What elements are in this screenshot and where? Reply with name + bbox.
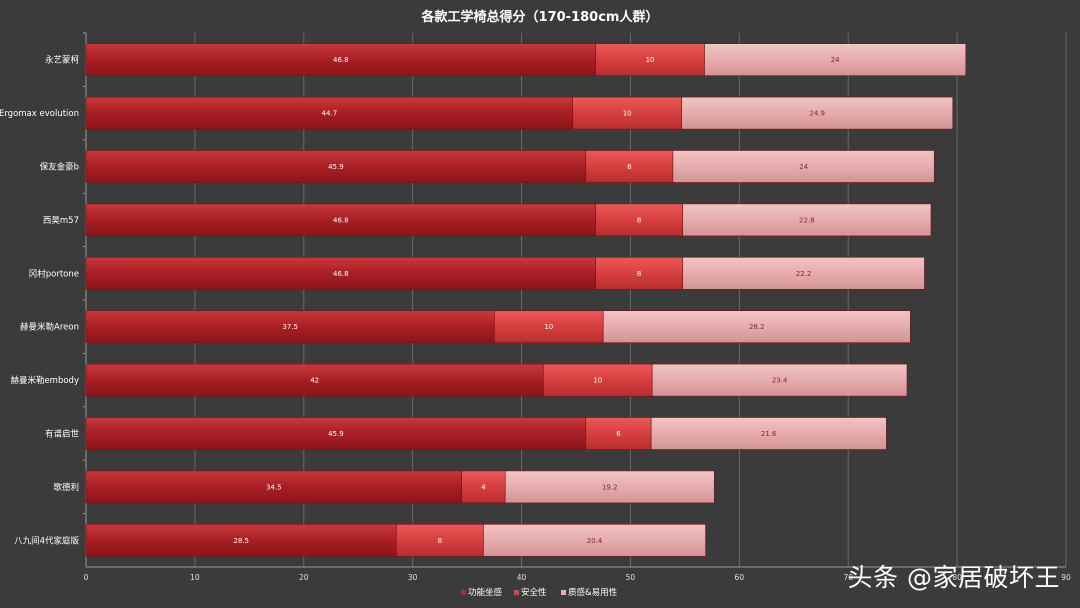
bar-segment (572, 96, 682, 130)
category-label: 永艺蒙柯 (45, 55, 80, 66)
data-label: 37.5 (282, 323, 298, 331)
category-label: 冈村portone (29, 268, 79, 279)
legend: 功能坐感 安全性 质感&易用性 (461, 587, 618, 598)
data-label: 8 (637, 216, 641, 224)
legend-label: 质感&易用性 (568, 587, 618, 598)
bar-segment (672, 150, 935, 183)
category-label: Ergomax evolution (0, 109, 79, 119)
data-label: 8 (637, 270, 641, 278)
data-label: 34.5 (266, 483, 282, 491)
watermark: 头条 @家居破坏王 (847, 563, 1060, 592)
category-labels: 永艺蒙柯 Ergomax evolution 保友金豪b 西昊m57 冈村portone… (0, 32, 86, 546)
data-label: 22.2 (796, 270, 812, 278)
data-label: 44.7 (322, 110, 338, 118)
bar-segment (461, 470, 506, 504)
legend-swatch (461, 590, 466, 595)
data-label: 24.9 (809, 110, 825, 118)
bar-segment (85, 310, 495, 344)
legend-swatch (514, 590, 519, 595)
bar-segment (85, 256, 596, 290)
bar-segment (85, 363, 544, 397)
category-label: 有谱启世 (45, 429, 80, 440)
data-label: 24 (831, 56, 840, 64)
x-tick-label: 20 (299, 573, 309, 582)
bar-labels: 46.8 10 24 44.7 10 24.9 45.9 8 24 46.8 8 22.8 46.8 8 2… (233, 56, 840, 545)
x-tick-labels: 0 10 20 30 40 50 60 70 80 90 (84, 573, 1071, 582)
x-tick-label: 0 (84, 573, 89, 582)
data-label: 10 (544, 323, 553, 331)
bar-segment (85, 96, 574, 130)
x-tick-label: 60 (735, 573, 745, 582)
legend-label: 安全性 (521, 587, 547, 598)
data-label: 21.6 (761, 430, 777, 438)
bars (85, 43, 967, 557)
bar-segment (682, 203, 932, 237)
data-label: 10 (646, 56, 655, 64)
data-label: 42 (310, 377, 319, 385)
bar-segment (682, 256, 925, 290)
bar-segment (651, 363, 908, 397)
bar-segment (595, 43, 705, 77)
category-label: 保友金豪b (40, 162, 79, 173)
legend-label: 功能坐感 (468, 587, 503, 598)
bar-segment (585, 417, 652, 450)
data-label: 45.9 (328, 163, 344, 171)
bar-segment (85, 203, 596, 237)
data-label: 8 (627, 163, 631, 171)
bar-segment (595, 256, 684, 290)
data-label: 19.2 (602, 483, 618, 491)
data-label: 10 (593, 377, 602, 385)
data-label: 24 (799, 163, 808, 171)
bar-segment (704, 43, 967, 77)
bar-segment (85, 43, 596, 77)
category-label: 西昊m57 (43, 216, 79, 226)
data-label: 8 (438, 537, 442, 545)
data-label: 10 (623, 110, 632, 118)
bar-segment (543, 363, 653, 397)
category-label: 歌德利 (53, 482, 79, 493)
data-label: 22.8 (799, 216, 815, 224)
bar-segment (85, 417, 587, 450)
category-label: 八九间4代家庭版 (14, 535, 79, 546)
x-tick-label: 10 (190, 573, 200, 582)
data-label: 4 (481, 483, 486, 491)
bar-segment (681, 96, 954, 130)
bar-segment (602, 310, 911, 344)
legend-swatch (561, 590, 566, 595)
data-label: 23.4 (772, 377, 788, 385)
data-label: 28.5 (233, 537, 249, 545)
data-label: 46.8 (333, 56, 349, 64)
x-tick-label: 40 (517, 573, 527, 582)
chart-title: 各款工学椅总得分（170-180cm人群） (421, 9, 659, 25)
data-label: 28.2 (749, 323, 765, 331)
x-tick-label: 50 (626, 573, 636, 582)
x-tick-label: 30 (408, 573, 418, 582)
bar-segment (85, 150, 587, 183)
bar-segment (396, 523, 484, 557)
bar-segment (504, 470, 715, 504)
bar-segment (595, 203, 684, 237)
bar-segment (494, 310, 604, 344)
data-label: 20.4 (587, 537, 603, 545)
bar-segment (650, 417, 887, 450)
x-tick-label: 90 (1061, 573, 1071, 582)
data-label: 46.8 (333, 216, 349, 224)
category-label: 赫曼米勒Areon (20, 322, 79, 333)
data-label: 6 (616, 430, 621, 438)
data-label: 45.9 (328, 430, 344, 438)
x-tick-label: 80 (952, 573, 962, 582)
data-label: 46.8 (333, 270, 349, 278)
bar-segment (85, 470, 462, 504)
bar-segment (483, 523, 706, 557)
category-label: 赫曼米勒embody (10, 375, 79, 386)
x-tick-label: 70 (843, 573, 853, 582)
